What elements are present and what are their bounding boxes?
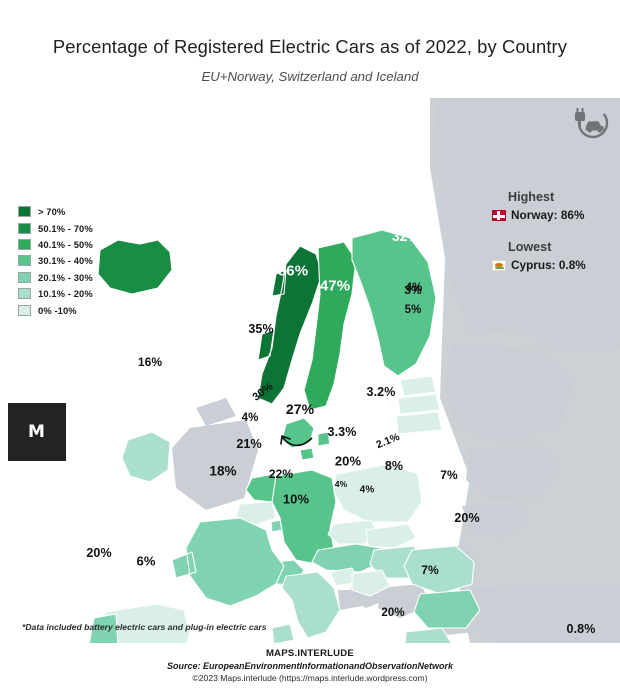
map-label-belgium: 4% <box>241 412 259 424</box>
map-label-sweden: 47% <box>319 277 351 295</box>
legend-label: > 70% <box>38 206 66 218</box>
credit-brand: MAPS.INTERLUDE <box>265 648 355 659</box>
legend-label: 50.1% - 70% <box>38 222 93 234</box>
legend-swatch <box>18 222 31 234</box>
map-label-germany: 27% <box>285 401 315 417</box>
page-title: Percentage of Registered Electric Cars a… <box>52 36 568 57</box>
legend-swatch <box>18 271 31 283</box>
lowest-heading: Lowest <box>508 240 552 254</box>
ev-charging-icon <box>566 104 612 142</box>
legend-item[interactable]: 0% -10% <box>18 302 118 317</box>
map-label-croatia: 4% <box>359 484 375 496</box>
map-canvas[interactable]: .s7{fill:#0c7535}.s6{fill:#1a8d45}.s5{fi… <box>0 98 620 643</box>
cyprus-flag-icon <box>492 259 506 271</box>
map-label-austria: 20% <box>334 453 362 469</box>
legend-item[interactable]: 10.1% - 20% <box>18 286 118 301</box>
highest-value: Norway: 86% <box>511 208 585 222</box>
map-label-lithuania: 5% <box>404 304 422 316</box>
map-label-iceland: 64% <box>122 166 148 180</box>
map-label-latvia: 4% <box>405 282 423 294</box>
map-label-italy: 10% <box>282 491 310 507</box>
legend-label: 10.1% - 20% <box>38 288 93 300</box>
norway-flag-icon <box>492 209 506 221</box>
map-label-switzerland: 22% <box>268 467 294 481</box>
lowest-value: Cyprus: 0.8% <box>511 258 586 272</box>
credits: MAPS.INTERLUDE Source: EuropeanEnvironme… <box>0 648 620 683</box>
map-label-norway: 86% <box>277 262 309 280</box>
map-label-finland: 32% <box>391 228 421 244</box>
highest-heading: Highest <box>508 190 555 204</box>
map-label-luxembourg: 21% <box>236 437 262 451</box>
legend-label: 30.1% - 40% <box>38 255 93 267</box>
legend-item[interactable]: 40.1% - 50% <box>18 237 118 252</box>
legend: > 70% 50.1% - 70% 40.1% - 50% 30.1% - 40… <box>18 204 118 319</box>
legend-item[interactable]: > 70% <box>18 204 118 219</box>
footnote: *Data included battery electric cars and… <box>22 622 267 632</box>
legend-swatch <box>18 304 31 316</box>
map-label-spain: 6% <box>136 553 156 569</box>
legend-item[interactable]: 30.1% - 40% <box>18 253 118 268</box>
legend-swatch <box>18 255 31 267</box>
map-label-czechia: 3.3% <box>327 425 357 439</box>
map-label-romania: 7% <box>440 468 458 482</box>
map-label-poland: 3.2% <box>366 385 396 399</box>
map-label-france: 18% <box>209 463 237 479</box>
legend-label: 40.1% - 50% <box>38 238 93 250</box>
map-label-ireland: 16% <box>137 355 163 369</box>
map-label-slovenia: 4% <box>334 479 348 489</box>
legend-item[interactable]: 20.1% - 30% <box>18 270 118 285</box>
legend-swatch <box>18 288 31 300</box>
map-label-denmark: 35% <box>248 322 274 336</box>
legend-item[interactable]: 50.1% - 70% <box>18 220 118 235</box>
map-label-portugal: 20% <box>86 546 112 560</box>
highest-entry: Norway: 86% <box>492 208 612 222</box>
maps-interlude-logo[interactable]: M <box>8 403 66 461</box>
legend-swatch <box>18 238 31 250</box>
header: Percentage of Registered Electric Cars a… <box>0 0 620 98</box>
map-label-estonia: 3% <box>404 283 422 297</box>
legend-label: 20.1% - 30% <box>38 271 93 283</box>
lowest-entry: Cyprus: 0.8% <box>492 258 612 272</box>
page-subtitle: EU+Norway, Switzerland and Iceland <box>201 69 419 84</box>
legend-label: 0% -10% <box>38 304 77 316</box>
map-label-malta: 20% <box>381 607 405 619</box>
map-label-hungary: 8% <box>384 459 404 473</box>
credit-source: Source: EuropeanEnvironmentInformationan… <box>166 661 454 671</box>
denmark-callout-arrow <box>280 435 313 447</box>
credit-copyright: ©2023 Maps.interlude (https://maps.inter… <box>192 673 428 683</box>
map-label-greece: 7% <box>421 563 439 577</box>
europe-choropleth-map: .s7{fill:#0c7535}.s6{fill:#1a8d45}.s5{fi… <box>0 98 620 643</box>
map-label-bulgaria: 20% <box>454 511 480 525</box>
legend-swatch <box>18 206 31 218</box>
map-label-cyprus: 0.8% <box>566 622 596 636</box>
logo-mark-letter: M <box>28 422 46 442</box>
extremes-info-box: Highest Norway: 86% Lowest Cyprus: 0.8% <box>492 190 612 290</box>
